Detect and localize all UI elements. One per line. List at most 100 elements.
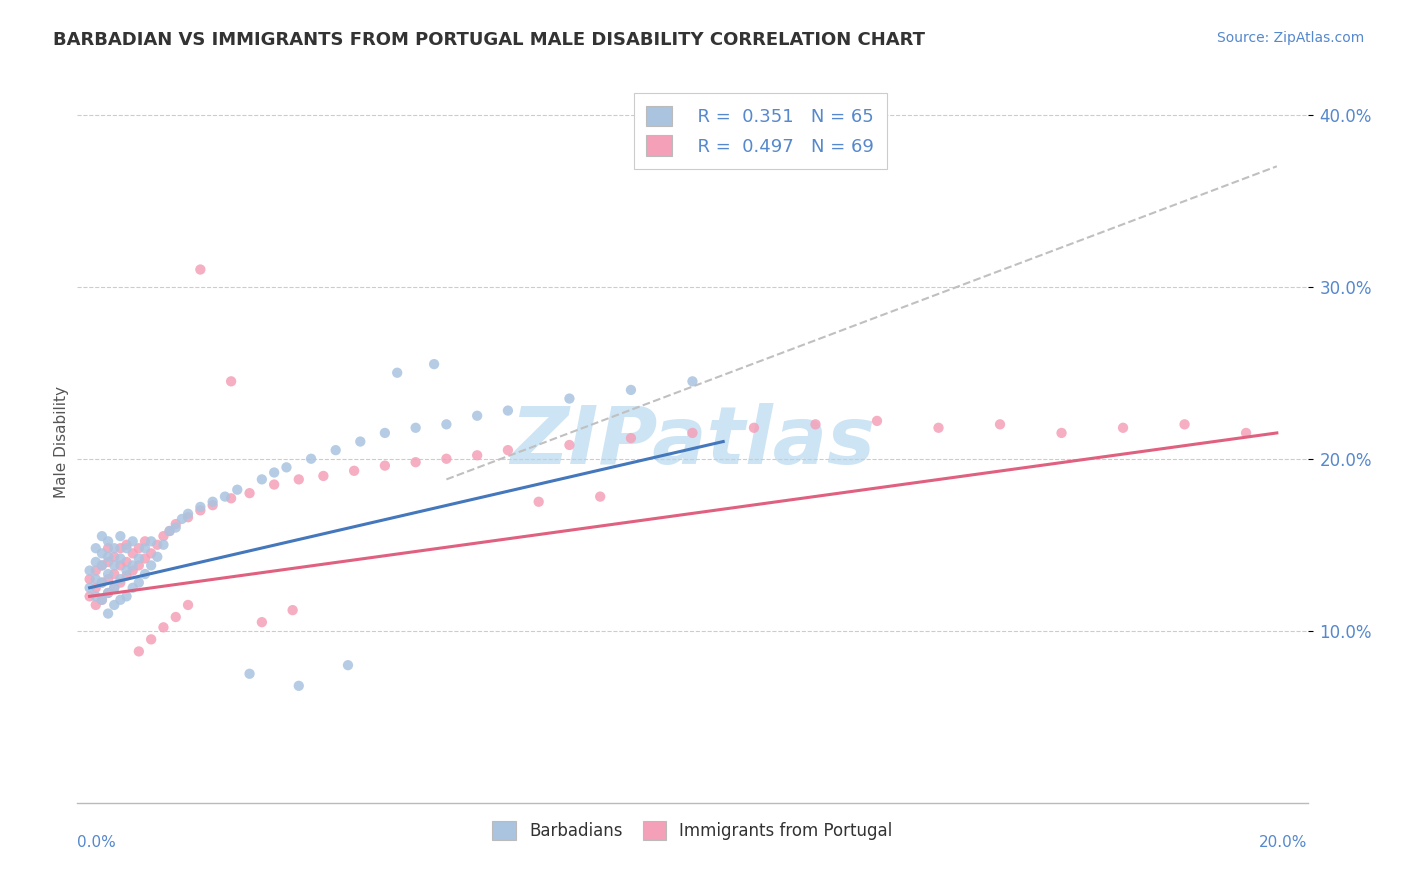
Point [928,421,950,435]
Point [97,586,120,600]
Point [115,541,138,556]
Point [312,469,335,483]
Point [97,586,120,600]
Point [589,490,612,504]
Point [239,666,262,681]
Point [988,417,1011,432]
Point [90,592,114,607]
Point [90,575,114,590]
Point [496,443,519,458]
Point [219,375,242,389]
Point [1050,425,1073,440]
Point [250,615,273,630]
Point [299,451,322,466]
Point [141,534,163,549]
Point [79,572,101,586]
Point [115,568,138,582]
Point [288,472,311,486]
Point [165,520,187,534]
Point [84,581,107,595]
Point [146,538,169,552]
Point [84,555,107,569]
Point [188,503,212,517]
Point [103,598,125,612]
Text: 0.0%: 0.0% [77,835,117,850]
Point [1112,421,1135,435]
Point [159,524,181,538]
Point [219,491,242,506]
Point [742,421,765,435]
Point [146,549,169,564]
Point [103,567,125,582]
Legend: Barbadians, Immigrants from Portugal: Barbadians, Immigrants from Portugal [485,814,900,847]
Point [263,466,285,480]
Point [97,534,120,549]
Point [436,451,458,466]
Point [465,409,488,423]
Point [97,541,120,556]
Point [682,425,704,440]
Point [558,438,581,452]
Point [343,464,366,478]
Point [159,524,181,538]
Point [152,538,174,552]
Point [165,517,187,532]
Point [128,551,150,566]
Point [90,529,114,543]
Point [405,455,427,469]
Point [226,483,249,497]
Point [152,529,174,543]
Point [177,507,200,521]
Point [620,431,643,445]
Point [115,590,138,604]
Point [110,529,132,543]
Point [177,510,200,524]
Point [84,572,107,586]
Point [263,477,285,491]
Point [90,546,114,560]
Point [110,558,132,573]
Point [121,546,143,560]
Point [97,567,120,582]
Point [115,538,138,552]
Point [84,564,107,578]
Point [121,581,143,595]
Point [110,592,132,607]
Point [405,421,427,435]
Point [97,572,120,586]
Point [134,551,156,566]
Point [465,448,488,462]
Y-axis label: Male Disability: Male Disability [53,385,69,498]
Point [134,534,156,549]
Text: 20.0%: 20.0% [1260,835,1308,850]
Point [866,414,889,428]
Point [90,592,114,607]
Point [374,458,396,473]
Point [110,575,132,590]
Point [288,679,311,693]
Point [620,383,643,397]
Point [201,498,224,512]
Point [128,575,150,590]
Point [188,262,212,277]
Point [115,564,138,578]
Point [121,558,143,573]
Point [385,366,409,380]
Point [349,434,371,449]
Point [134,541,156,556]
Point [97,607,120,621]
Text: BARBADIAN VS IMMIGRANTS FROM PORTUGAL MALE DISABILITY CORRELATION CHART: BARBADIAN VS IMMIGRANTS FROM PORTUGAL MA… [53,31,925,49]
Point [128,558,150,573]
Point [527,494,550,508]
Point [110,541,132,556]
Point [188,500,212,514]
Point [134,567,156,582]
Point [325,443,347,458]
Point [423,357,446,371]
Point [128,644,150,658]
Point [90,558,114,573]
Point [170,512,193,526]
Point [79,590,101,604]
Point [103,541,125,556]
Point [141,632,163,647]
